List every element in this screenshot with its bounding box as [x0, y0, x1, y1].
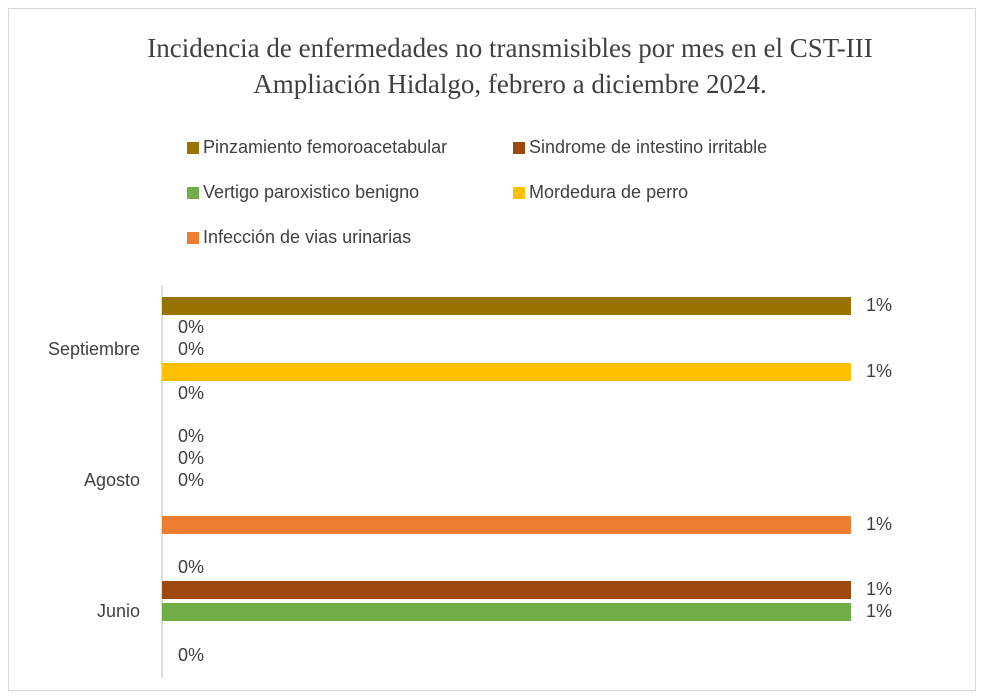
y-tick-label: Septiembre [48, 339, 140, 359]
bar [162, 603, 851, 621]
legend-label: Infección de vias urinarias [203, 227, 411, 247]
y-tick-label: Agosto [84, 470, 140, 490]
legend-label: Sindrome de intestino irritable [529, 137, 767, 157]
data-label: 0% [178, 339, 204, 359]
bar [162, 516, 851, 534]
data-label: 0% [178, 448, 204, 468]
legend-label: Vertigo paroxistico benigno [203, 182, 419, 202]
data-label: 0% [178, 470, 204, 490]
legend-swatch [187, 187, 199, 199]
bar [162, 297, 851, 315]
data-label: 1% [866, 514, 892, 534]
data-label: 0% [178, 426, 204, 446]
data-label: 1% [866, 295, 892, 315]
legend-swatch [513, 187, 525, 199]
legend-label: Mordedura de perro [529, 182, 688, 202]
chart-frame [8, 8, 976, 691]
data-label: 0% [178, 645, 204, 665]
legend-swatch [187, 232, 199, 244]
data-label: 0% [178, 557, 204, 577]
data-label: 0% [178, 383, 204, 403]
legend-swatch [187, 142, 199, 154]
chart-title: Incidencia de enfermedades no transmisib… [147, 33, 873, 99]
data-label: 1% [866, 579, 892, 599]
data-label: 0% [178, 317, 204, 337]
bar [162, 581, 851, 599]
y-tick-label: Junio [97, 601, 140, 621]
legend-swatch [513, 142, 525, 154]
data-label: 1% [866, 361, 892, 381]
data-label: 1% [866, 601, 892, 621]
bar [162, 363, 851, 381]
legend-label: Pinzamiento femoroacetabular [203, 137, 447, 157]
